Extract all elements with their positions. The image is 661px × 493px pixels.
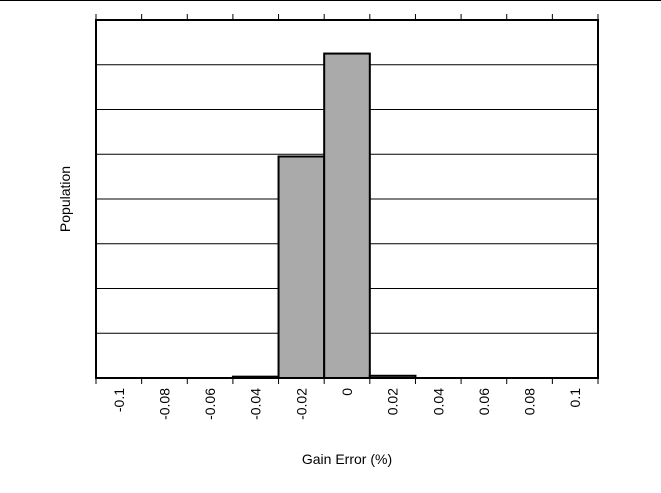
histogram-bar [323,52,371,379]
x-tick-label: 0.06 [476,388,492,415]
x-tick-label: -0.06 [202,388,218,420]
top-rule [0,0,661,1]
histogram-bar [277,155,326,379]
x-tick-label: 0.04 [430,388,446,415]
bars [231,52,417,380]
x-tick-label: 0.02 [385,388,401,415]
y-axis-title: Population [57,166,73,232]
x-tick-label: 0.1 [567,388,583,408]
x-tick-label: -0.02 [293,388,309,420]
x-tick-label: -0.1 [111,388,127,412]
x-tick-label: 0 [339,388,355,396]
gridlines [96,64,598,334]
x-ticks [95,14,599,384]
x-tick-label: -0.08 [156,388,172,420]
x-tick-label: -0.04 [248,388,264,420]
x-axis-title: Gain Error (%) [302,451,392,467]
x-tick-labels: -0.1 -0.08 -0.06 -0.04 -0.02 0 0.02 0.04 0.06 0.0… [111,388,583,420]
plot-frame [95,19,599,379]
x-tick-label: 0.08 [522,388,538,415]
